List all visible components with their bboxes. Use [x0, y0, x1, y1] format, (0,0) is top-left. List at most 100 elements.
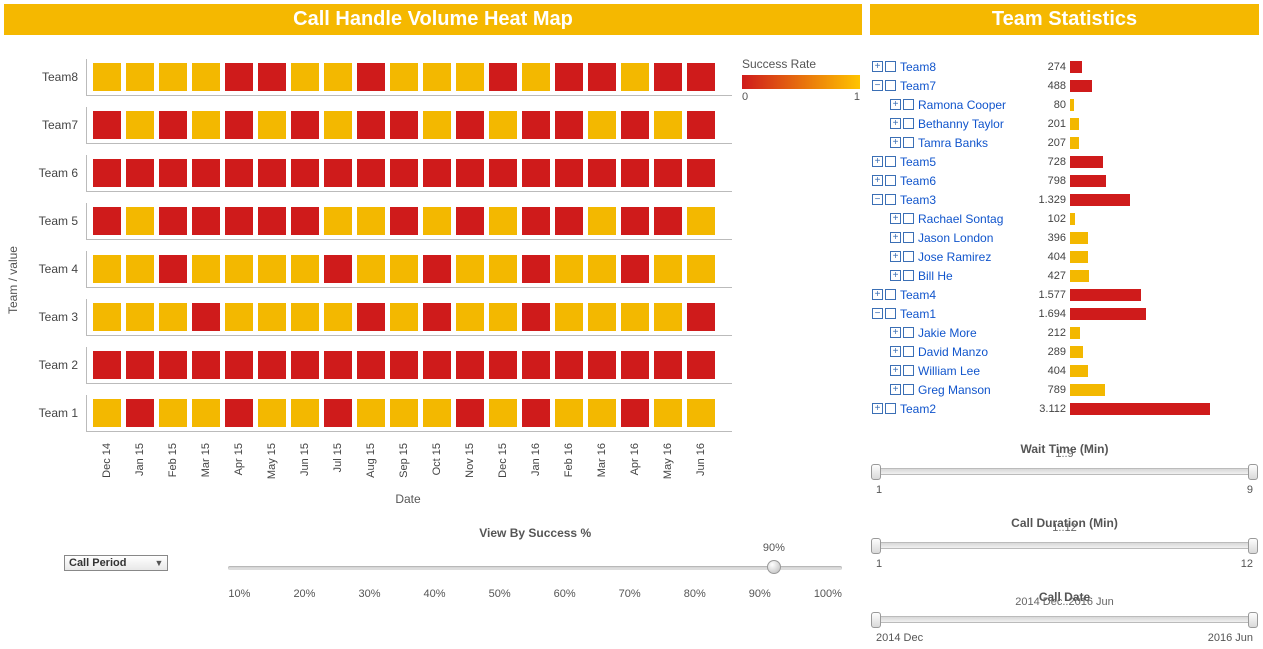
success-slider-thumb[interactable]: [767, 560, 781, 574]
expand-icon[interactable]: +: [890, 346, 901, 357]
tree-row[interactable]: +Team8274: [872, 57, 1257, 76]
heatmap-cell[interactable]: [192, 399, 220, 427]
heatmap-cell[interactable]: [357, 399, 385, 427]
tree-row[interactable]: +Bill He427: [872, 266, 1257, 285]
tree-row[interactable]: +Greg Manson789: [872, 380, 1257, 399]
expand-icon[interactable]: +: [890, 327, 901, 338]
heatmap-cell[interactable]: [357, 351, 385, 379]
tree-checkbox[interactable]: [903, 270, 914, 281]
expand-icon[interactable]: +: [890, 99, 901, 110]
heatmap-cell[interactable]: [357, 303, 385, 331]
heatmap-cell[interactable]: [489, 207, 517, 235]
heatmap-cell[interactable]: [324, 303, 352, 331]
heatmap-cell[interactable]: [522, 159, 550, 187]
tree-row[interactable]: +Bethanny Taylor201: [872, 114, 1257, 133]
tree-checkbox[interactable]: [903, 384, 914, 395]
heatmap-cell[interactable]: [423, 159, 451, 187]
heatmap-cell[interactable]: [126, 255, 154, 283]
heatmap-cell[interactable]: [93, 207, 121, 235]
range-track[interactable]: 1..9: [876, 462, 1253, 482]
tree-row[interactable]: +William Lee404: [872, 361, 1257, 380]
heatmap-cell[interactable]: [588, 111, 616, 139]
heatmap-cell[interactable]: [489, 159, 517, 187]
heatmap-cell[interactable]: [258, 111, 286, 139]
heatmap-cell[interactable]: [555, 303, 583, 331]
heatmap-cell[interactable]: [93, 303, 121, 331]
heatmap-cell[interactable]: [258, 303, 286, 331]
heatmap-cell[interactable]: [291, 399, 319, 427]
heatmap-cell[interactable]: [357, 207, 385, 235]
collapse-icon[interactable]: −: [872, 308, 883, 319]
heatmap-cell[interactable]: [324, 255, 352, 283]
tree-checkbox[interactable]: [903, 118, 914, 129]
heatmap-cell[interactable]: [258, 255, 286, 283]
heatmap-cell[interactable]: [192, 159, 220, 187]
heatmap-cell[interactable]: [588, 159, 616, 187]
heatmap-cell[interactable]: [324, 63, 352, 91]
heatmap-cell[interactable]: [126, 351, 154, 379]
tree-row[interactable]: +Team6798: [872, 171, 1257, 190]
heatmap-cell[interactable]: [522, 255, 550, 283]
tree-row[interactable]: +Team23.112: [872, 399, 1257, 418]
heatmap-cell[interactable]: [192, 303, 220, 331]
heatmap-cell[interactable]: [555, 399, 583, 427]
success-slider[interactable]: 90%: [228, 558, 842, 582]
heatmap-cell[interactable]: [357, 159, 385, 187]
collapse-icon[interactable]: −: [872, 80, 883, 91]
expand-icon[interactable]: +: [890, 213, 901, 224]
heatmap-cell[interactable]: [390, 303, 418, 331]
tree-row[interactable]: +Ramona Cooper80: [872, 95, 1257, 114]
heatmap-cell[interactable]: [588, 255, 616, 283]
heatmap-cell[interactable]: [456, 207, 484, 235]
heatmap-cell[interactable]: [621, 159, 649, 187]
heatmap-cell[interactable]: [258, 63, 286, 91]
expand-icon[interactable]: +: [890, 270, 901, 281]
tree-checkbox[interactable]: [885, 194, 896, 205]
tree-checkbox[interactable]: [903, 99, 914, 110]
heatmap-cell[interactable]: [324, 111, 352, 139]
heatmap-cell[interactable]: [159, 399, 187, 427]
heatmap-cell[interactable]: [291, 207, 319, 235]
heatmap-cell[interactable]: [225, 111, 253, 139]
heatmap-cell[interactable]: [621, 63, 649, 91]
heatmap-cell[interactable]: [159, 351, 187, 379]
heatmap-cell[interactable]: [423, 111, 451, 139]
heatmap-cell[interactable]: [489, 111, 517, 139]
heatmap-cell[interactable]: [456, 303, 484, 331]
heatmap-cell[interactable]: [423, 351, 451, 379]
heatmap-cell[interactable]: [390, 63, 418, 91]
heatmap-cell[interactable]: [225, 63, 253, 91]
heatmap-cell[interactable]: [654, 111, 682, 139]
heatmap-cell[interactable]: [621, 207, 649, 235]
heatmap-cell[interactable]: [522, 351, 550, 379]
heatmap-cell[interactable]: [687, 159, 715, 187]
heatmap-cell[interactable]: [126, 207, 154, 235]
expand-icon[interactable]: +: [872, 175, 883, 186]
expand-icon[interactable]: +: [872, 156, 883, 167]
heatmap-cell[interactable]: [687, 303, 715, 331]
heatmap-cell[interactable]: [423, 303, 451, 331]
range-track[interactable]: 1..12: [876, 536, 1253, 556]
heatmap-cell[interactable]: [654, 159, 682, 187]
range-thumb-low[interactable]: [871, 612, 881, 628]
heatmap-cell[interactable]: [357, 63, 385, 91]
tree-checkbox[interactable]: [903, 365, 914, 376]
heatmap-cell[interactable]: [456, 111, 484, 139]
heatmap-cell[interactable]: [456, 399, 484, 427]
heatmap-cell[interactable]: [456, 351, 484, 379]
range-track[interactable]: 2014 Dec..2016 Jun: [876, 610, 1253, 630]
heatmap-cell[interactable]: [126, 303, 154, 331]
heatmap-cell[interactable]: [291, 111, 319, 139]
heatmap-cell[interactable]: [621, 399, 649, 427]
tree-checkbox[interactable]: [885, 289, 896, 300]
heatmap-cell[interactable]: [390, 111, 418, 139]
heatmap-cell[interactable]: [390, 351, 418, 379]
heatmap-cell[interactable]: [126, 63, 154, 91]
heatmap-cell[interactable]: [93, 399, 121, 427]
heatmap-cell[interactable]: [489, 399, 517, 427]
heatmap-cell[interactable]: [258, 159, 286, 187]
tree-checkbox[interactable]: [903, 213, 914, 224]
heatmap-cell[interactable]: [621, 111, 649, 139]
heatmap-cell[interactable]: [324, 351, 352, 379]
heatmap-cell[interactable]: [225, 351, 253, 379]
